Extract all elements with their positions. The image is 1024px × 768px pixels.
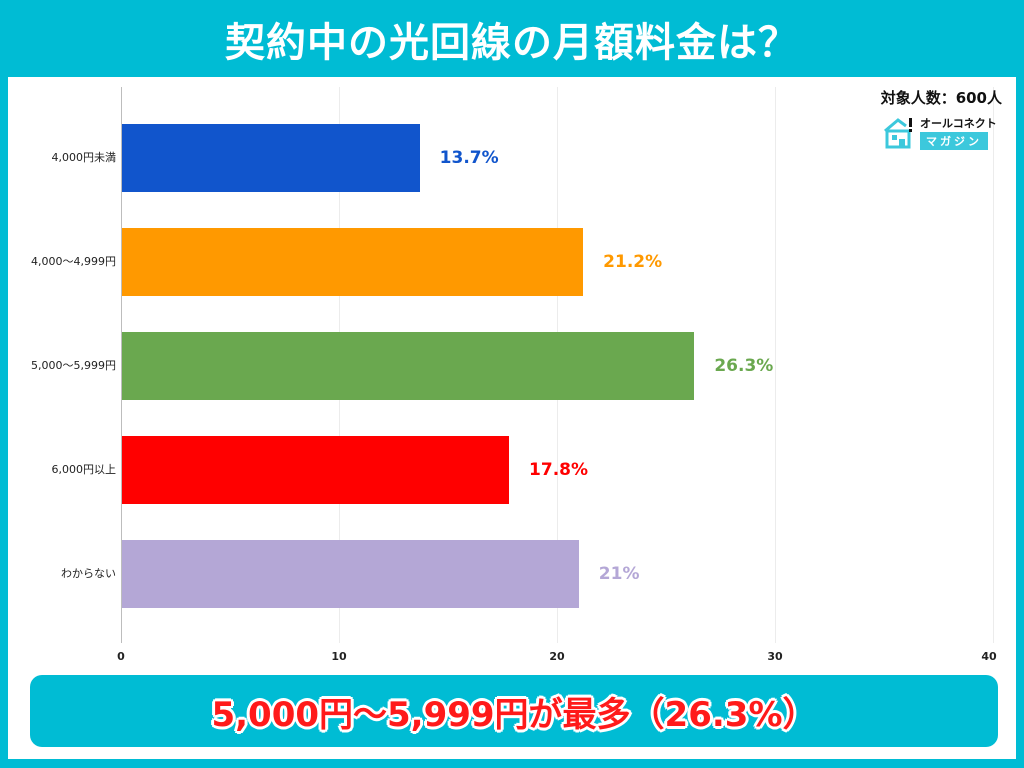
bar-chart: 4,000円未満 13.7% 4,000～4,999円 21.2% 5,000～5,99… [8,77,1016,759]
sample-size-label: 対象人数：600人 [880,89,1002,107]
logo-text-line2: マガジン [920,132,988,150]
category-label: 5,000～5,999円 [31,359,116,372]
category-label: 4,000～4,999円 [31,255,116,268]
y-axis-line [121,87,122,643]
category-label: 4,000円未満 [51,151,117,164]
bar-2 [121,332,695,400]
bar-3 [121,436,510,504]
summary-text: 5,000円～5,999円が最多（26.3%） [211,694,817,735]
value-label: 21.2% [603,252,663,272]
x-tick-20: 20 [549,650,565,663]
logo-text-line1: オールコネクト [920,117,997,130]
brand-logo: オールコネクト マガジン [880,115,1000,151]
x-tick-40: 40 [981,650,997,663]
bar-1 [121,228,584,296]
x-tick-10: 10 [331,650,347,663]
gridline-30 [775,87,776,643]
x-tick-0: 0 [117,650,125,663]
category-label: 6,000円以上 [51,463,117,476]
summary-banner: 5,000円～5,999円が最多（26.3%） [30,675,998,747]
gridline-40 [993,87,994,643]
bar-0 [121,124,420,192]
category-label: わからない [61,567,116,580]
value-label: 26.3% [714,356,774,376]
value-label: 21% [598,564,640,584]
value-label: 17.8% [529,460,589,480]
bar-4 [121,540,579,608]
chart-panel: 4,000円未満 13.7% 4,000～4,999円 21.2% 5,000～5,99… [8,77,1016,759]
page-title: 契約中の光回線の月額料金は？ [225,19,799,66]
x-tick-30: 30 [767,650,783,663]
house-icon [884,118,912,149]
value-label: 13.7% [439,148,499,168]
